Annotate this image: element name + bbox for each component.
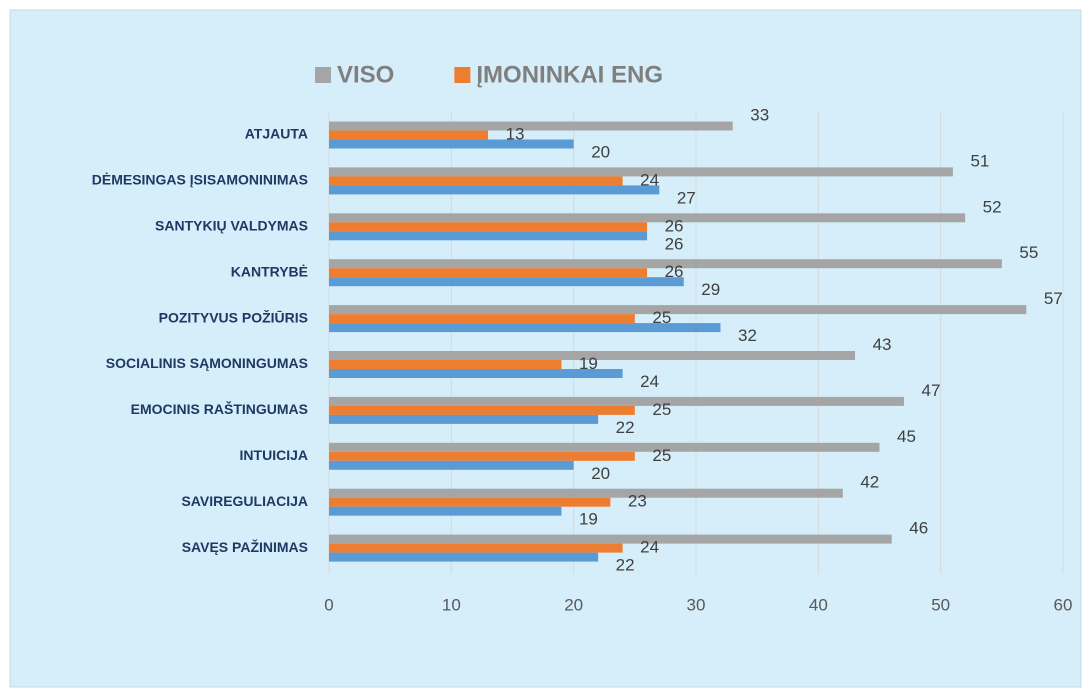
y-tick-label: SAVIREGULIACIJA [181,493,308,509]
y-tick-label: KANTRYBĖ [231,263,308,279]
x-tick-label: 40 [809,595,828,614]
y-tick-label: DĖMESINGAS ĮSISAMONINIMAS [92,172,308,188]
legend-swatch [454,67,471,83]
data-label: 24 [640,170,659,189]
x-tick-label: 0 [324,595,333,614]
bar [329,451,635,461]
data-label: 32 [738,326,757,345]
y-tick-label: EMOCINIS RAŠTINGUMAS [131,400,308,417]
data-label: 23 [628,492,647,511]
data-label: 57 [1044,289,1063,308]
data-label: 47 [922,381,941,400]
bar [329,185,660,195]
data-label: 22 [616,418,635,437]
data-label: 27 [677,188,696,207]
x-tick-label: 10 [442,595,461,614]
data-label: 45 [897,427,916,446]
y-tick-label: ATJAUTA [245,126,308,142]
bar [329,552,599,562]
data-label: 24 [640,538,659,557]
bar [329,167,953,177]
y-tick-label: INTUICIJA [240,447,308,463]
data-label: 46 [909,519,928,538]
bar [329,351,856,360]
data-label: 19 [579,354,598,373]
legend-label: ĮMONINKAI ENG [476,61,663,88]
data-label: 26 [665,262,684,281]
y-tick-label: POZITYVUS POŽIŪRIS [159,308,308,325]
x-tick-label: 60 [1054,595,1073,614]
bar [329,222,648,232]
bar [329,414,599,424]
data-label: 25 [652,308,671,327]
data-label: 20 [591,464,610,483]
bar [329,305,1027,315]
bar [329,176,623,186]
bar [329,323,721,333]
legend-swatch [315,67,331,83]
bar [329,213,966,223]
bar [329,268,648,278]
bar [329,121,733,131]
x-tick-label: 20 [564,595,583,614]
data-label: 43 [873,335,892,354]
bar [329,231,648,241]
data-label: 29 [701,280,720,299]
data-label: 42 [860,473,879,492]
bar [329,259,1002,269]
bar [329,360,562,369]
y-tick-label: SANTYKIŲ VALDYMAS [155,218,308,234]
data-label: 51 [970,151,989,170]
data-label: 24 [640,372,659,391]
bar [329,405,635,415]
data-label: 52 [983,197,1002,216]
data-label: 13 [506,124,525,143]
x-tick-label: 50 [931,595,950,614]
bar [329,369,623,378]
bar [329,460,574,470]
y-tick-label: SAVĘS PAŽINIMAS [182,538,308,555]
data-label: 25 [652,446,671,465]
bar [329,139,574,149]
bar [329,497,611,507]
legend-label: VISO [337,61,394,88]
y-tick-label: SOCIALINIS SĄMONINGUMAS [106,355,308,371]
bar [329,277,684,287]
data-label: 26 [665,234,684,253]
bar [329,534,892,544]
bar [329,543,623,553]
data-label: 19 [579,510,598,529]
data-label: 55 [1019,243,1038,262]
chart-background [9,9,1082,688]
bar [329,396,904,406]
bar [329,314,635,324]
data-label: 33 [750,105,769,124]
data-label: 26 [665,216,684,235]
bar [329,130,489,140]
bar [329,442,880,452]
bar [329,488,843,498]
bar [329,506,562,516]
data-label: 25 [652,400,671,419]
x-tick-label: 30 [687,595,706,614]
data-label: 20 [591,142,610,161]
data-label: 22 [616,556,635,575]
